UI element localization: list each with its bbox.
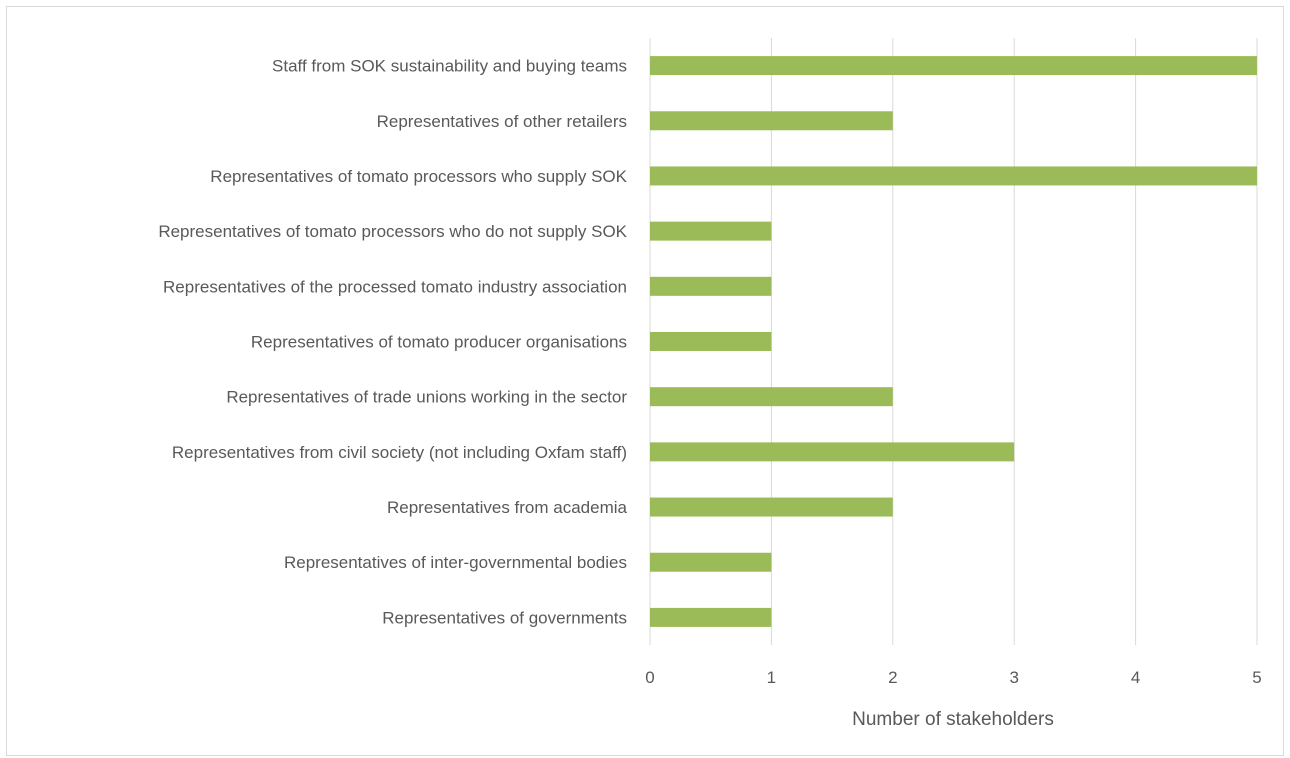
- category-label: Representatives of other retailers: [377, 112, 627, 131]
- category-label: Representatives of trade unions working …: [226, 388, 627, 407]
- bar: [650, 442, 1015, 462]
- bar: [650, 497, 893, 517]
- category-label: Representatives of tomato processors who…: [210, 167, 627, 186]
- x-tick-label: 4: [1131, 668, 1140, 687]
- bar: [650, 607, 772, 627]
- bar: [650, 111, 893, 131]
- bars: [650, 56, 1257, 627]
- x-axis-ticks: 0 1 2 3 4 5: [645, 668, 1261, 687]
- category-label: Representatives of inter-governmental bo…: [284, 553, 627, 572]
- bar: [650, 552, 772, 572]
- bar: [650, 387, 893, 407]
- category-labels: Staff from SOK sustainability and buying…: [158, 57, 627, 628]
- chart-frame: [6, 6, 1284, 756]
- category-label: Representatives of tomato processors who…: [158, 222, 627, 241]
- gridlines: [649, 38, 1258, 645]
- x-tick-label: 2: [888, 668, 897, 687]
- x-tick-label: 3: [1009, 668, 1018, 687]
- category-label: Staff from SOK sustainability and buying…: [272, 57, 627, 76]
- x-tick-label: 5: [1252, 668, 1261, 687]
- category-label: Representatives of the processed tomato …: [163, 277, 627, 296]
- bar: [650, 276, 772, 296]
- bar: [650, 221, 772, 241]
- x-tick-label: 0: [645, 668, 654, 687]
- x-axis-title: Number of stakeholders: [852, 709, 1054, 730]
- x-tick-label: 1: [767, 668, 776, 687]
- category-label: Representatives of governments: [382, 608, 627, 627]
- category-label: Representatives of tomato producer organ…: [251, 333, 627, 352]
- bar: [650, 332, 772, 351]
- bar: [650, 56, 1257, 76]
- category-label: Representatives from academia: [387, 498, 628, 517]
- category-label: Representatives from civil society (not …: [172, 443, 627, 462]
- bar: [650, 166, 1257, 186]
